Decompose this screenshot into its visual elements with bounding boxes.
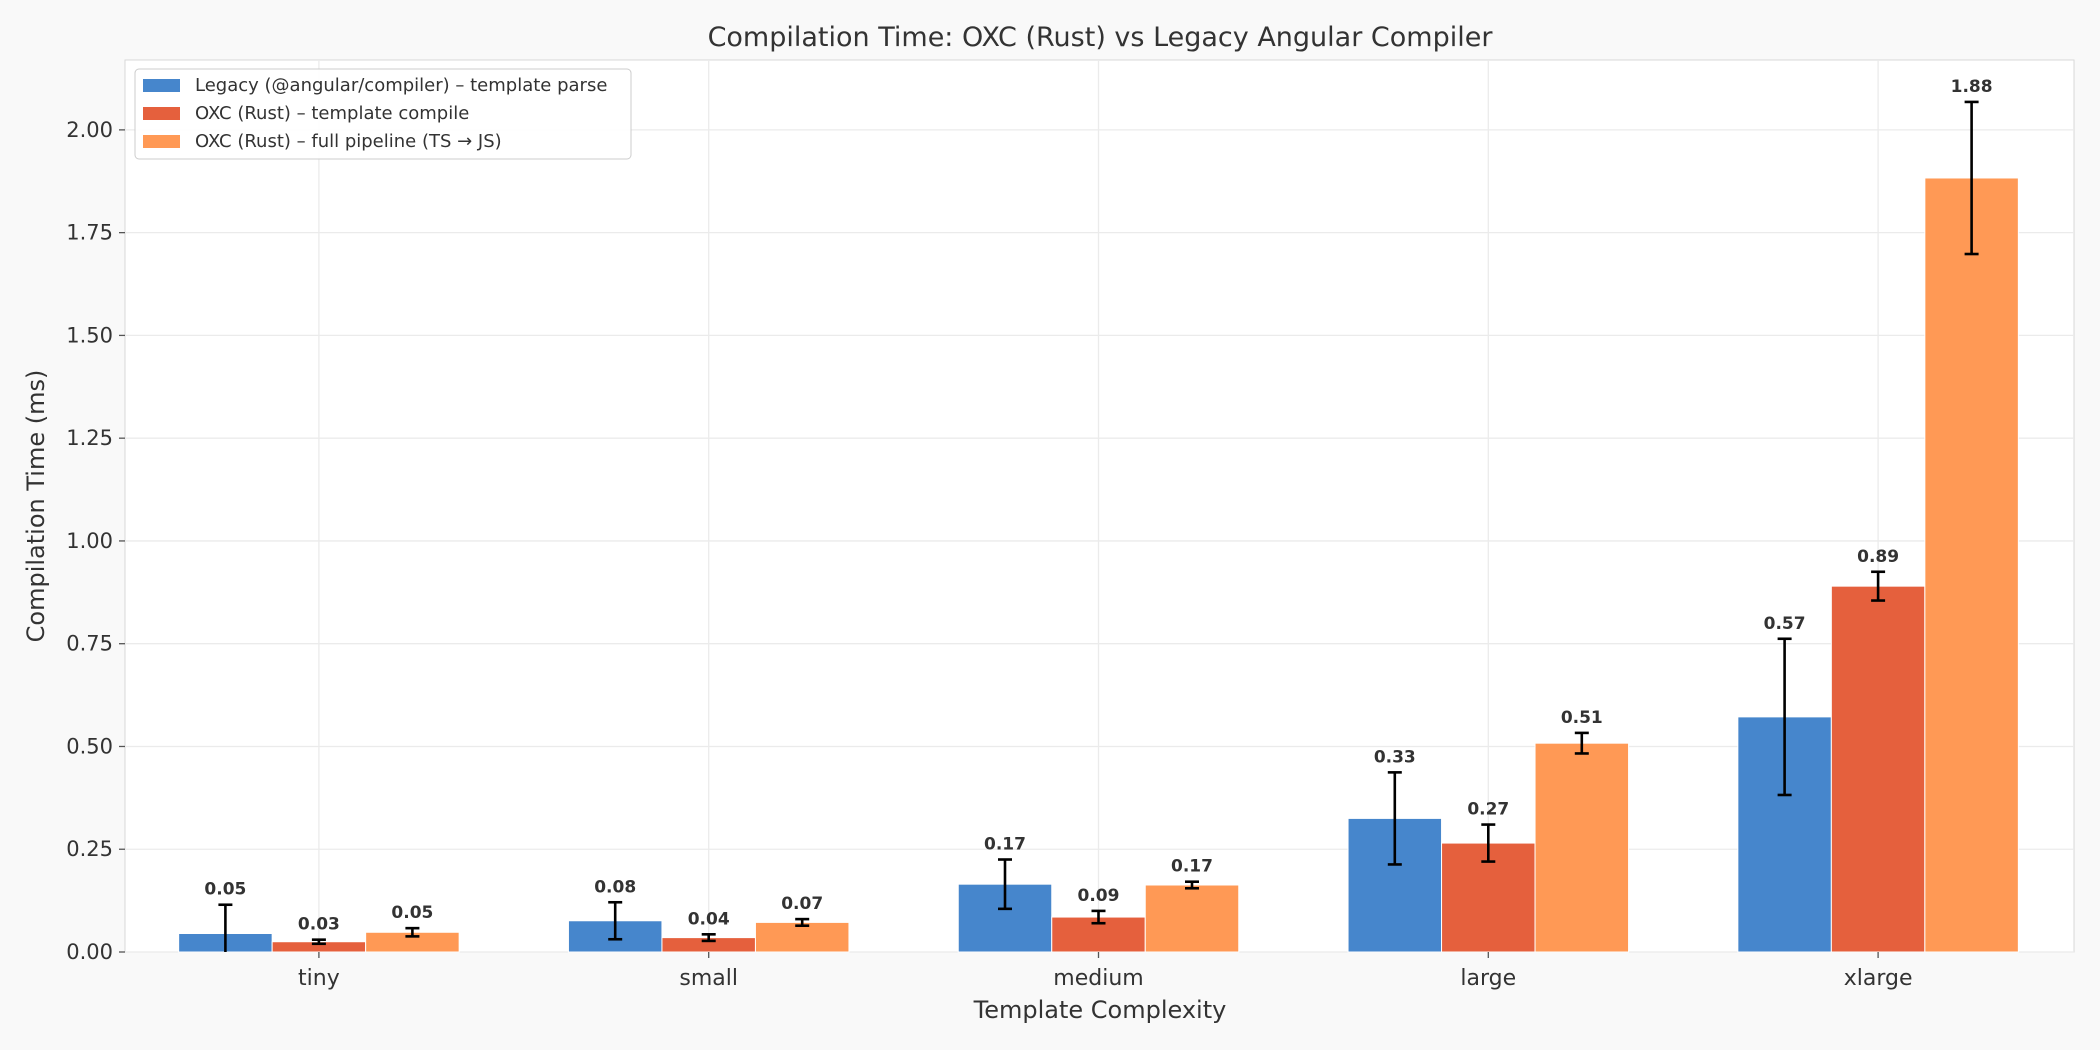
- data-label: 0.27: [1467, 800, 1509, 820]
- legend-box: [134, 68, 632, 160]
- legend-swatch-0: [143, 79, 180, 92]
- y-tick-label: 0.00: [66, 940, 113, 964]
- bar-large-s2: [1534, 742, 1630, 953]
- data-label: 0.07: [781, 894, 823, 914]
- x-tick-label: tiny: [298, 966, 340, 991]
- legend-swatch-2: [143, 135, 180, 148]
- y-tick-label: 0.75: [66, 632, 113, 656]
- data-label: 1.88: [1951, 77, 1993, 97]
- data-label: 0.08: [594, 877, 636, 897]
- y-tick-label: 1.25: [66, 426, 113, 450]
- data-label: 0.04: [688, 909, 730, 929]
- bar-xlarge-s1: [1830, 585, 1926, 953]
- y-tick-label: 1.50: [66, 323, 113, 347]
- data-label: 0.57: [1764, 614, 1806, 634]
- data-label: 0.17: [984, 835, 1026, 855]
- x-tick-label: small: [679, 966, 738, 991]
- x-tick-label: xlarge: [1844, 966, 1913, 991]
- bars: 0.05 0.08 0.17 0.33 0.57 0.03 0.04 0.09 0.27 0.89…: [178, 77, 2019, 953]
- data-label: 0.03: [298, 915, 340, 935]
- y-tick-label: 1.00: [66, 529, 113, 553]
- legend: Legacy (@angular/compiler) – template pa…: [134, 68, 632, 160]
- y-tick-label: 0.25: [66, 837, 113, 861]
- bar-small-s2: [754, 921, 850, 953]
- data-label: 0.17: [1171, 857, 1213, 877]
- bar-medium-s2: [1144, 884, 1240, 953]
- x-tick-label: large: [1460, 966, 1516, 991]
- x-axis: tiny small medium large xlarge: [298, 952, 1912, 991]
- bar-xlarge-s2: [1924, 177, 2019, 953]
- x-axis-label: Template Complexity: [973, 996, 1227, 1024]
- legend-label-1: OXC (Rust) – template compile: [195, 103, 469, 124]
- data-label: 0.05: [391, 903, 433, 923]
- data-label: 0.33: [1374, 747, 1416, 767]
- y-tick-label: 2.00: [66, 118, 113, 142]
- y-tick-label: 0.50: [66, 734, 113, 758]
- legend-label-0: Legacy (@angular/compiler) – template pa…: [195, 75, 607, 96]
- data-label: 0.51: [1561, 708, 1603, 728]
- data-label: 0.89: [1857, 547, 1899, 567]
- y-tick-label: 1.75: [66, 221, 113, 245]
- y-axis: 0.00 0.25 0.50 0.75 1.00 1.25 1.50 1.75 2.00: [66, 118, 125, 964]
- legend-label-2: OXC (Rust) – full pipeline (TS → JS): [195, 131, 502, 152]
- x-tick-label: medium: [1053, 966, 1143, 991]
- data-label: 0.05: [204, 880, 246, 900]
- chart-title: Compilation Time: OXC (Rust) vs Legacy A…: [708, 22, 1494, 53]
- y-axis-label: Compilation Time (ms): [22, 370, 50, 643]
- legend-swatch-1: [143, 107, 180, 120]
- data-label: 0.09: [1078, 886, 1120, 906]
